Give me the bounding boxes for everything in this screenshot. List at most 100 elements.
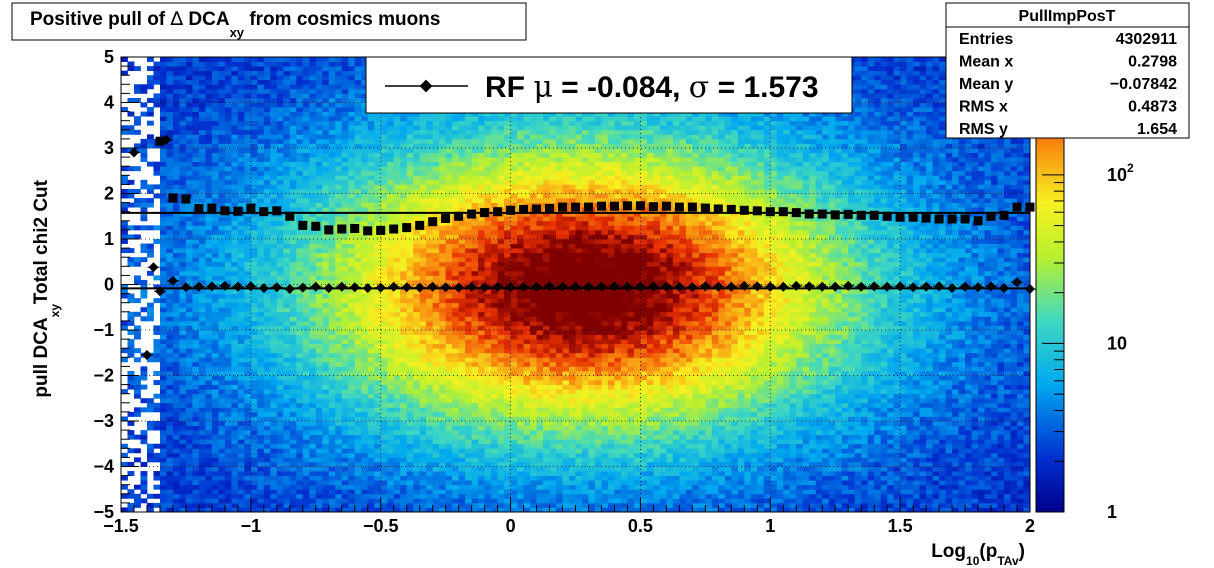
- heatmap-cell: [211, 129, 219, 135]
- heatmap-cell: [146, 161, 154, 167]
- heatmap-cell: [400, 207, 408, 213]
- heatmap-cell: [211, 407, 219, 413]
- heatmap-cell: [153, 457, 161, 463]
- heatmap-cell: [426, 248, 434, 254]
- heatmap-cell: [400, 448, 408, 454]
- heatmap-cell: [406, 384, 414, 390]
- heatmap-cell: [166, 248, 174, 254]
- heatmap-cell: [146, 448, 154, 454]
- heatmap-cell: [380, 202, 388, 208]
- heatmap-cell: [439, 434, 447, 440]
- heatmap-cell: [367, 370, 375, 376]
- heatmap-cell: [406, 493, 414, 499]
- heatmap-cell: [419, 452, 427, 458]
- heatmap-cell: [257, 184, 265, 190]
- heatmap-cell: [361, 120, 369, 126]
- heatmap-cell: [380, 493, 388, 499]
- heatmap-cell: [244, 375, 252, 381]
- heatmap-cell: [276, 389, 284, 395]
- heatmap-cell: [159, 93, 167, 99]
- heatmap-cell: [211, 311, 219, 317]
- heatmap-cell: [179, 84, 187, 90]
- heatmap-cell: [387, 361, 395, 367]
- heatmap-cell: [250, 229, 258, 235]
- heatmap-cell: [439, 448, 447, 454]
- heatmap-cell: [367, 357, 375, 363]
- heatmap-cell: [231, 498, 239, 504]
- heatmap-cell: [198, 261, 206, 267]
- heatmap-cell: [309, 320, 317, 326]
- heatmap-cell: [335, 97, 343, 103]
- heatmap-cell: [244, 211, 252, 217]
- heatmap-cell: [159, 284, 167, 290]
- heatmap-cell: [413, 252, 421, 258]
- heatmap-cell: [224, 452, 232, 458]
- heatmap-cell: [452, 443, 460, 449]
- heatmap-cell: [452, 370, 460, 376]
- heatmap-cell: [309, 152, 317, 158]
- heatmap-cell: [439, 411, 447, 417]
- heatmap-cell: [296, 239, 304, 244]
- heatmap-cell: [244, 248, 252, 254]
- heatmap-cell: [413, 207, 421, 213]
- heatmap-cell: [380, 361, 388, 367]
- heatmap-cell: [205, 361, 213, 367]
- heatmap-cell: [315, 193, 323, 199]
- heatmap-cell: [452, 384, 460, 390]
- heatmap-cell: [263, 157, 271, 163]
- heatmap-cell: [159, 343, 167, 349]
- heatmap-cell: [237, 430, 245, 436]
- heatmap-cell: [393, 498, 401, 504]
- heatmap-cell: [341, 261, 349, 267]
- heatmap-cell: [231, 216, 239, 222]
- heatmap-cell: [224, 425, 232, 431]
- heatmap-cell: [458, 125, 466, 131]
- heatmap-cell: [361, 443, 369, 449]
- heatmap-cell: [393, 393, 401, 399]
- heatmap-cell: [237, 393, 245, 399]
- heatmap-cell: [192, 334, 200, 340]
- heatmap-cell: [361, 352, 369, 358]
- heatmap-cell: [380, 157, 388, 163]
- heatmap-cell: [218, 198, 226, 203]
- heatmap-cell: [419, 361, 427, 367]
- heatmap-cell: [133, 279, 141, 285]
- heatmap-cell: [367, 384, 375, 390]
- heatmap-cell: [445, 207, 453, 213]
- heatmap-cell: [452, 484, 460, 490]
- heatmap-cell: [452, 398, 460, 404]
- heatmap-cell: [146, 248, 154, 254]
- heatmap-cell: [465, 384, 473, 390]
- heatmap-cell: [263, 97, 271, 103]
- heatmap-cell: [153, 452, 161, 458]
- heatmap-cell: [270, 311, 278, 317]
- heatmap-cell: [172, 298, 180, 304]
- heatmap-cell: [452, 407, 460, 413]
- heatmap-cell: [335, 143, 343, 149]
- heatmap-cell: [348, 75, 356, 81]
- heatmap-cell: [211, 502, 219, 508]
- heatmap-cell: [211, 330, 219, 335]
- heatmap-cell: [283, 252, 291, 258]
- heatmap-cell: [153, 380, 161, 385]
- heatmap-cell: [348, 148, 356, 153]
- heatmap-cell: [400, 434, 408, 440]
- heatmap-cell: [263, 393, 271, 399]
- heatmap-cell: [439, 152, 447, 158]
- heatmap-cell: [296, 452, 304, 458]
- heatmap-cell: [335, 116, 343, 122]
- heatmap-cell: [296, 398, 304, 404]
- heatmap-cell: [159, 320, 167, 326]
- heatmap-cell: [309, 498, 317, 504]
- heatmap-cell: [439, 257, 447, 263]
- heatmap-cell: [341, 66, 349, 72]
- heatmap-cell: [231, 402, 239, 408]
- heatmap-cell: [393, 398, 401, 404]
- heatmap-cell: [244, 193, 252, 199]
- heatmap-cell: [380, 125, 388, 131]
- heatmap-cell: [172, 375, 180, 381]
- heatmap-cell: [315, 93, 323, 99]
- heatmap-cell: [198, 375, 206, 381]
- heatmap-cell: [283, 84, 291, 90]
- heatmap-cell: [367, 361, 375, 367]
